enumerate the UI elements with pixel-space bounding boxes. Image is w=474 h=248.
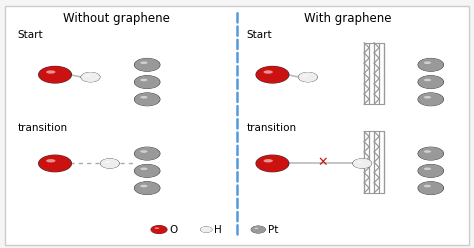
Circle shape	[298, 72, 318, 82]
Ellipse shape	[155, 227, 159, 229]
Ellipse shape	[254, 228, 258, 229]
Circle shape	[255, 155, 290, 172]
Circle shape	[201, 226, 212, 233]
Circle shape	[255, 66, 290, 84]
Circle shape	[134, 147, 160, 160]
Circle shape	[135, 147, 160, 160]
Text: ✕: ✕	[317, 156, 328, 169]
Ellipse shape	[303, 75, 308, 77]
Circle shape	[200, 226, 212, 233]
Ellipse shape	[46, 70, 55, 74]
Circle shape	[135, 93, 160, 106]
Circle shape	[418, 147, 444, 160]
Circle shape	[418, 58, 444, 72]
Circle shape	[135, 182, 160, 195]
Circle shape	[38, 66, 72, 84]
Ellipse shape	[357, 161, 363, 163]
Ellipse shape	[424, 185, 431, 187]
Circle shape	[256, 66, 289, 83]
Ellipse shape	[203, 228, 207, 229]
Ellipse shape	[424, 62, 431, 64]
Circle shape	[418, 75, 444, 89]
Circle shape	[353, 158, 372, 168]
Text: With graphene: With graphene	[304, 12, 392, 25]
Circle shape	[135, 164, 160, 178]
Ellipse shape	[105, 161, 110, 163]
Ellipse shape	[424, 96, 431, 98]
Circle shape	[418, 164, 444, 178]
Circle shape	[134, 75, 160, 89]
Circle shape	[100, 158, 120, 169]
Circle shape	[352, 158, 372, 169]
Ellipse shape	[140, 150, 147, 153]
Text: Pt: Pt	[268, 224, 279, 235]
Circle shape	[418, 93, 444, 106]
Ellipse shape	[264, 159, 273, 162]
Circle shape	[135, 75, 160, 89]
Ellipse shape	[424, 167, 431, 170]
Ellipse shape	[85, 75, 91, 77]
Circle shape	[81, 72, 100, 82]
Text: H: H	[214, 224, 222, 235]
Circle shape	[100, 158, 119, 168]
Text: Start: Start	[17, 30, 43, 40]
Circle shape	[134, 164, 160, 178]
Circle shape	[418, 181, 444, 195]
Ellipse shape	[140, 79, 147, 81]
Circle shape	[418, 75, 444, 89]
Text: Start: Start	[246, 30, 272, 40]
Ellipse shape	[264, 70, 273, 74]
Circle shape	[81, 72, 100, 82]
Circle shape	[251, 226, 265, 233]
Circle shape	[135, 58, 160, 71]
Text: Without graphene: Without graphene	[63, 12, 170, 25]
Ellipse shape	[140, 185, 147, 187]
Circle shape	[134, 58, 160, 72]
Circle shape	[256, 155, 289, 172]
Circle shape	[39, 155, 72, 172]
Circle shape	[134, 93, 160, 106]
Circle shape	[418, 147, 444, 160]
Circle shape	[134, 181, 160, 195]
Circle shape	[418, 164, 444, 178]
Circle shape	[418, 58, 444, 71]
Ellipse shape	[140, 62, 147, 64]
Ellipse shape	[140, 167, 147, 170]
Ellipse shape	[424, 79, 431, 81]
Text: transition: transition	[246, 123, 297, 133]
Ellipse shape	[140, 96, 147, 98]
Circle shape	[251, 226, 266, 234]
Ellipse shape	[46, 159, 55, 162]
Circle shape	[418, 182, 444, 195]
FancyBboxPatch shape	[5, 6, 469, 245]
Text: O: O	[169, 224, 177, 235]
Circle shape	[39, 66, 72, 83]
Ellipse shape	[424, 150, 431, 153]
Circle shape	[298, 72, 318, 82]
Circle shape	[151, 225, 167, 234]
Circle shape	[38, 155, 72, 172]
Circle shape	[151, 225, 167, 234]
Text: transition: transition	[17, 123, 67, 133]
Circle shape	[418, 93, 444, 106]
